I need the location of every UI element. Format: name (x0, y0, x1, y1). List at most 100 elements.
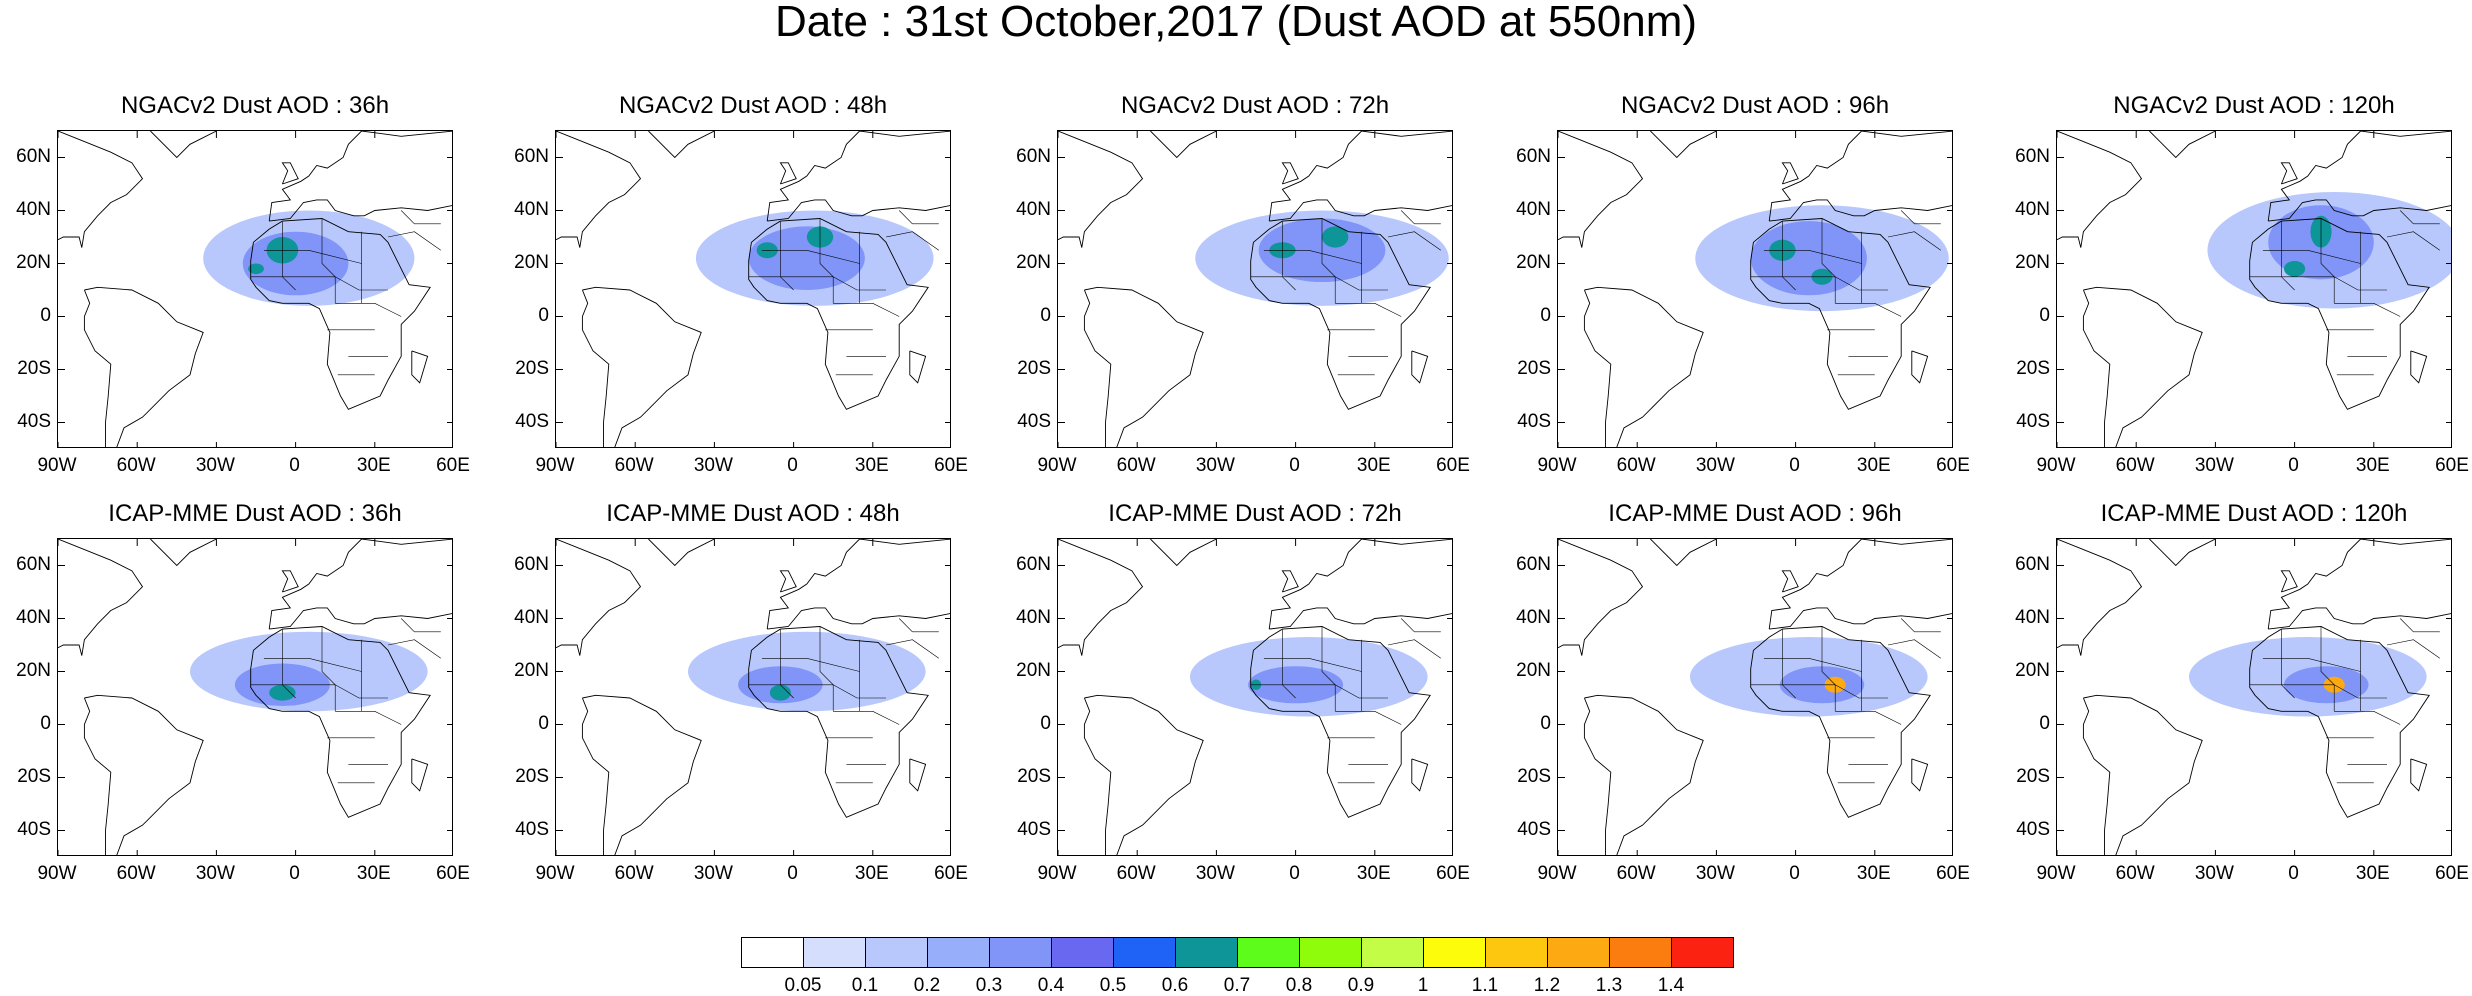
lat-tick-label: 40N (16, 198, 51, 220)
lon-tick-label: 60E (2435, 455, 2469, 476)
lon-tick-label: 30E (2355, 863, 2390, 884)
colorbar-label: 1.2 (1533, 975, 1561, 996)
lon-tick-label: 30W (693, 863, 733, 884)
lat-tick-label: 20N (16, 659, 51, 681)
lon-tick-label: 30W (1695, 863, 1735, 884)
colorbar-swatch (1299, 937, 1362, 968)
lat-tick-label: 20S (1517, 765, 1551, 787)
colorbar-label: 1 (1417, 975, 1429, 996)
lon-tick-label: 30W (1195, 863, 1235, 884)
lon-tick-label: 60E (1436, 863, 1470, 884)
colorbar-swatch (1423, 937, 1486, 968)
lon-tick-label: 30W (195, 863, 235, 884)
lon-tick-label: 0 (2288, 863, 2299, 884)
lon-tick-label: 0 (1289, 455, 1300, 476)
country-borders (748, 210, 939, 376)
dust-aod-map (58, 131, 452, 447)
lat-tick-label: 40S (515, 410, 549, 432)
aod-contour-2 (269, 684, 296, 701)
lon-tick-label: 60W (614, 455, 654, 476)
lon-tick-label: 90W (1037, 863, 1077, 884)
coastlines (1558, 131, 1952, 447)
country-borders (1750, 618, 1941, 784)
axis-ticks (58, 131, 452, 447)
lon-tick-label: 30E (1356, 455, 1391, 476)
lat-tick-label: 20N (514, 659, 549, 681)
country-borders (1750, 210, 1941, 376)
axis-ticks (1058, 131, 1452, 447)
lat-tick-label: 60N (16, 553, 51, 575)
lat-tick-label: 40S (515, 818, 549, 840)
lat-tick-label: 20N (1016, 251, 1051, 273)
lon-tick-label: 30E (854, 863, 889, 884)
lat-tick-label: 40N (16, 606, 51, 628)
colorbar-label: 0.3 (975, 975, 1003, 996)
lat-tick-label: 40S (17, 818, 51, 840)
colorbar-swatch (1051, 937, 1114, 968)
aod-contour-3 (2284, 260, 2306, 277)
lat-tick-label: 20S (17, 357, 51, 379)
lon-tick-label: 90W (1037, 455, 1077, 476)
lat-tick-label: 20S (2016, 765, 2050, 787)
lat-tick-label: 0 (2039, 304, 2050, 326)
colorbar-swatch (741, 937, 804, 968)
colorbar-label: 0.9 (1347, 975, 1375, 996)
axis-ticks (556, 131, 950, 447)
country-borders (250, 618, 441, 784)
lat-tick-label: 60N (2015, 553, 2050, 575)
lat-tick-label: 40S (2016, 410, 2050, 432)
lat-tick-label: 0 (1040, 304, 1051, 326)
map-frame (555, 130, 951, 448)
colorbar-label: 0.6 (1161, 975, 1189, 996)
lon-tick-label: 30W (2194, 455, 2234, 476)
lat-tick-label: 20N (1016, 659, 1051, 681)
axis-ticks (1558, 539, 1952, 855)
coastlines (556, 539, 950, 855)
lat-tick-label: 60N (1516, 145, 1551, 167)
lon-tick-label: 90W (535, 863, 575, 884)
map-frame (1057, 130, 1453, 448)
lon-tick-label: 30W (195, 455, 235, 476)
lat-tick-label: 60N (514, 145, 549, 167)
lon-tick-label: 60E (436, 863, 470, 884)
colorbar-swatch (1609, 937, 1672, 968)
lat-tick-label: 0 (538, 304, 549, 326)
lon-tick-label: 0 (1289, 863, 1300, 884)
colorbar-swatch (927, 937, 990, 968)
lon-tick-label: 0 (787, 455, 798, 476)
dust-aod-map (1558, 131, 1952, 447)
lat-tick-label: 40S (2016, 818, 2050, 840)
lat-tick-label: 20N (2015, 251, 2050, 273)
lat-tick-label: 40N (1516, 198, 1551, 220)
aod-contour-1 (748, 226, 865, 290)
lat-tick-label: 0 (1540, 304, 1551, 326)
lon-tick-label: 30E (1856, 455, 1891, 476)
panel-title: ICAP-MME Dust AOD : 48h (606, 500, 900, 527)
lon-tick-label: 0 (289, 455, 300, 476)
axis-ticks (1058, 539, 1452, 855)
map-frame (1057, 538, 1453, 856)
lon-tick-label: 90W (1537, 863, 1577, 884)
colorbar-label: 0.8 (1285, 975, 1313, 996)
lat-tick-label: 40N (2015, 198, 2050, 220)
lon-tick-label: 60W (1116, 863, 1156, 884)
dust-aod-map (556, 539, 950, 855)
map-frame (1557, 538, 1953, 856)
coastlines (1058, 131, 1452, 447)
dust-aod-map (556, 131, 950, 447)
lon-tick-label: 30W (1195, 455, 1235, 476)
country-borders (2249, 618, 2440, 784)
lon-tick-label: 90W (37, 455, 77, 476)
colorbar-label: 1.1 (1471, 975, 1499, 996)
lon-tick-label: 30E (854, 455, 889, 476)
lat-tick-label: 60N (16, 145, 51, 167)
lon-tick-label: 60W (2115, 455, 2155, 476)
dust-aod-map (1558, 539, 1952, 855)
lon-tick-label: 0 (289, 863, 300, 884)
lon-tick-label: 60E (1936, 863, 1970, 884)
panel-title: NGACv2 Dust AOD : 72h (1120, 92, 1390, 119)
panel-title: ICAP-MME Dust AOD : 72h (1108, 500, 1402, 527)
map-frame (2056, 538, 2452, 856)
lon-tick-label: 0 (1789, 863, 1800, 884)
axis-ticks (2057, 131, 2451, 447)
